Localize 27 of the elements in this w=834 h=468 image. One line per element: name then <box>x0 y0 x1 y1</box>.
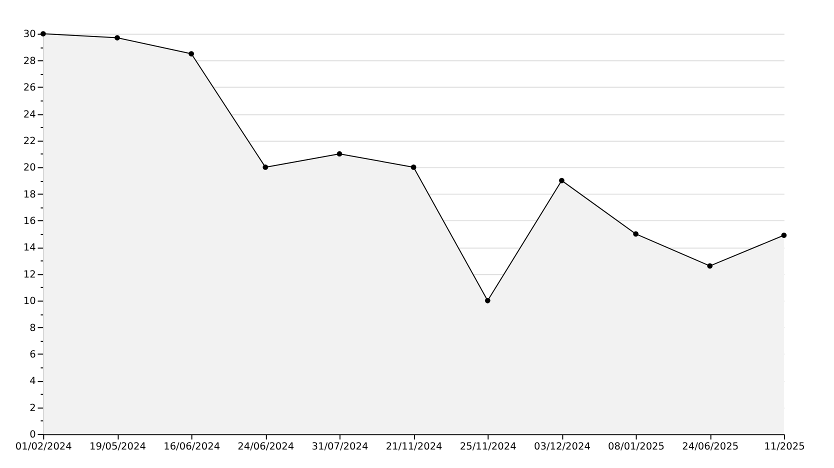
y-tick-label: 8 <box>30 322 36 334</box>
x-tick-label: 31/07/2024 <box>312 441 368 452</box>
x-tick-label: 03/12/2024 <box>534 441 590 452</box>
y-tick-label: 22 <box>23 136 36 147</box>
y-tick-label: 24 <box>23 109 36 120</box>
y-tick-label: 2 <box>30 402 36 414</box>
x-tick-label: 21/11/2024 <box>386 441 442 452</box>
y-tick-label: 10 <box>23 296 36 308</box>
x-tick-label: 01/02/2024 <box>15 441 72 452</box>
x-tick-label: 16/06/2024 <box>164 441 220 452</box>
y-tick-label: 14 <box>23 242 36 254</box>
y-tick-label: 28 <box>23 56 36 67</box>
y-tick-label: 6 <box>30 349 36 360</box>
y-tick-label: 26 <box>23 82 36 94</box>
y-tick-label: 18 <box>23 189 36 200</box>
y-tick-label: 4 <box>30 376 36 388</box>
y-tick-label: 16 <box>23 216 36 228</box>
x-tick-label: 11/2025 <box>764 441 805 452</box>
y-tick-label: 12 <box>23 269 36 280</box>
x-tick-label: 19/05/2024 <box>90 441 146 452</box>
x-tick-label: 24/06/2024 <box>238 441 294 452</box>
x-tick-label: 25/11/2024 <box>460 441 516 452</box>
y-tick-label: 0 <box>30 430 36 441</box>
x-tick-label: 08/01/2025 <box>608 441 665 452</box>
y-tick-label: 30 <box>23 29 36 40</box>
y-tick-label: 20 <box>23 162 36 174</box>
x-tick-label: 24/06/2025 <box>682 441 739 452</box>
